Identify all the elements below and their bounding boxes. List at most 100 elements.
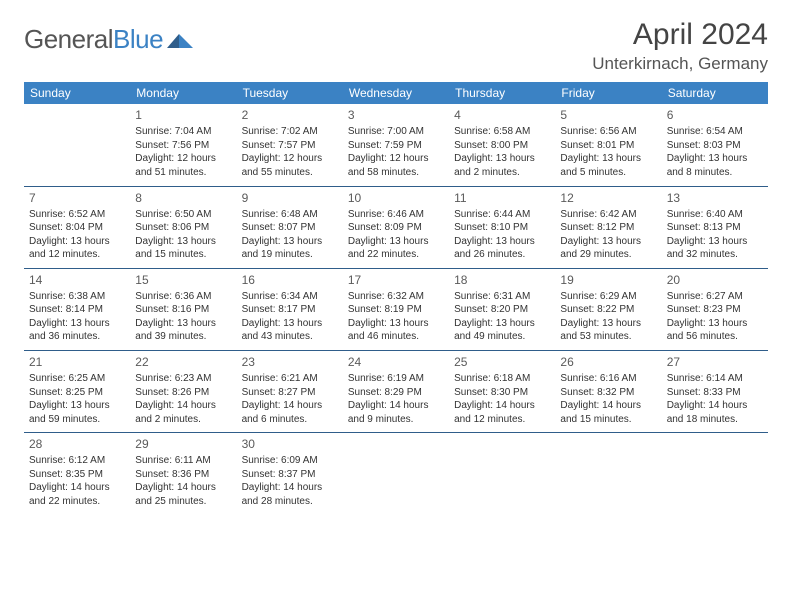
day-number: 1 <box>135 107 231 123</box>
calendar-cell: 8 Sunrise: 6:50 AMSunset: 8:06 PMDaylight… <box>130 186 236 268</box>
day-detail: Sunrise: 6:19 AM <box>348 372 444 386</box>
day-detail: Sunrise: 6:11 AM <box>135 454 231 468</box>
day-detail: Sunrise: 6:36 AM <box>135 290 231 304</box>
day-detail: Daylight: 13 hours <box>454 235 550 249</box>
day-detail: and 15 minutes. <box>135 248 231 262</box>
day-detail: Sunset: 8:23 PM <box>667 303 763 317</box>
day-detail: Sunset: 7:57 PM <box>242 139 338 153</box>
day-detail: Sunrise: 6:12 AM <box>29 454 125 468</box>
calendar-table: Sunday Monday Tuesday Wednesday Thursday… <box>24 82 768 515</box>
day-detail: Sunrise: 6:54 AM <box>667 125 763 139</box>
calendar-cell: 7Sunrise: 6:52 AMSunset: 8:04 PMDaylight… <box>24 186 130 268</box>
day-detail: Sunset: 8:37 PM <box>242 468 338 482</box>
title-block: April 2024 Unterkirnach, Germany <box>592 18 768 74</box>
day-header: Saturday <box>662 82 768 104</box>
day-number: 19 <box>560 272 656 288</box>
day-detail: Sunrise: 6:25 AM <box>29 372 125 386</box>
calendar-cell: 22Sunrise: 6:23 AMSunset: 8:26 PMDayligh… <box>130 350 236 432</box>
day-detail: Sunrise: 6:40 AM <box>667 208 763 222</box>
day-detail: Sunset: 8:27 PM <box>242 386 338 400</box>
day-detail: Sunset: 8:00 PM <box>454 139 550 153</box>
day-number: 28 <box>29 436 125 452</box>
calendar-cell: 2Sunrise: 7:02 AMSunset: 7:57 PMDaylight… <box>237 104 343 186</box>
day-detail: and 39 minutes. <box>135 330 231 344</box>
day-detail: Daylight: 13 hours <box>667 235 763 249</box>
day-detail: Sunset: 8:32 PM <box>560 386 656 400</box>
day-detail: Sunrise: 6:18 AM <box>454 372 550 386</box>
brand-name: GeneralBlue <box>24 24 163 55</box>
day-detail: Sunrise: 6:44 AM <box>454 208 550 222</box>
calendar-cell: 6Sunrise: 6:54 AMSunset: 8:03 PMDaylight… <box>662 104 768 186</box>
day-detail: Daylight: 13 hours <box>29 399 125 413</box>
day-detail: Daylight: 13 hours <box>667 317 763 331</box>
calendar-cell: 1Sunrise: 7:04 AMSunset: 7:56 PMDaylight… <box>130 104 236 186</box>
calendar-cell <box>555 433 661 515</box>
day-detail: Daylight: 14 hours <box>242 481 338 495</box>
day-detail: Daylight: 12 hours <box>242 152 338 166</box>
day-detail: Sunset: 8:17 PM <box>242 303 338 317</box>
day-number: 8 <box>135 190 231 206</box>
day-header: Tuesday <box>237 82 343 104</box>
day-detail: Daylight: 14 hours <box>667 399 763 413</box>
calendar-week-row: 14 Sunrise: 6:38 AMSunset: 8:14 PM Dayligh… <box>24 268 768 350</box>
calendar-cell: 4Sunrise: 6:58 AMSunset: 8:00 PMDaylight… <box>449 104 555 186</box>
day-detail: Sunrise: 6:52 AM <box>29 208 125 222</box>
day-detail: Daylight: 14 hours <box>242 399 338 413</box>
day-detail: and 53 minutes. <box>560 330 656 344</box>
day-detail: Daylight: 12 hours <box>135 152 231 166</box>
calendar-cell: 27Sunrise: 6:14 AMSunset: 8:33 PMDayligh… <box>662 350 768 432</box>
day-detail: Sunset: 8:12 PM <box>560 221 656 235</box>
day-detail: Sunrise: 6:32 AM <box>348 290 444 304</box>
day-detail: Sunrise: 7:04 AM <box>135 125 231 139</box>
day-header: Friday <box>555 82 661 104</box>
day-detail: Daylight: 13 hours <box>242 317 338 331</box>
calendar-week-row: 1Sunrise: 7:04 AMSunset: 7:56 PMDaylight… <box>24 104 768 186</box>
day-detail: Sunset: 8:26 PM <box>135 386 231 400</box>
calendar-cell: 23Sunrise: 6:21 AMSunset: 8:27 PMDayligh… <box>237 350 343 432</box>
day-detail: Sunset: 8:06 PM <box>135 221 231 235</box>
day-detail: Sunrise: 6:14 AM <box>667 372 763 386</box>
day-number: 21 <box>29 354 125 370</box>
day-detail: Sunrise: 6:50 AM <box>135 208 231 222</box>
day-number: 27 <box>667 354 763 370</box>
day-detail: and 56 minutes. <box>667 330 763 344</box>
day-detail: Sunrise: 6:38 AM <box>29 290 125 304</box>
day-detail: and 8 minutes. <box>667 166 763 180</box>
day-number: 23 <box>242 354 338 370</box>
day-detail: and 26 minutes. <box>454 248 550 262</box>
day-number: 13 <box>667 190 763 206</box>
day-detail: Sunset: 8:03 PM <box>667 139 763 153</box>
calendar-cell: 21Sunrise: 6:25 AMSunset: 8:25 PMDayligh… <box>24 350 130 432</box>
calendar-cell: 15Sunrise: 6:36 AMSunset: 8:16 PMDayligh… <box>130 268 236 350</box>
day-detail: Sunset: 8:16 PM <box>135 303 231 317</box>
day-number: 5 <box>560 107 656 123</box>
day-detail: and 55 minutes. <box>242 166 338 180</box>
day-number: 2 <box>242 107 338 123</box>
day-detail: and 59 minutes. <box>29 413 125 427</box>
day-number: 3 <box>348 107 444 123</box>
day-number: 12 <box>560 190 656 206</box>
calendar-cell: 17Sunrise: 6:32 AMSunset: 8:19 PMDayligh… <box>343 268 449 350</box>
month-title: April 2024 <box>592 18 768 52</box>
day-number: 14 <box>29 272 125 288</box>
day-detail: and 36 minutes. <box>29 330 125 344</box>
day-detail: Sunrise: 6:09 AM <box>242 454 338 468</box>
calendar-cell: 3Sunrise: 7:00 AMSunset: 7:59 PMDaylight… <box>343 104 449 186</box>
day-detail: Sunrise: 6:31 AM <box>454 290 550 304</box>
day-detail: Sunset: 8:19 PM <box>348 303 444 317</box>
day-detail: Daylight: 13 hours <box>135 235 231 249</box>
day-number: 4 <box>454 107 550 123</box>
day-number: 6 <box>667 107 763 123</box>
day-detail: and 49 minutes. <box>454 330 550 344</box>
calendar-cell <box>24 104 130 186</box>
calendar-cell: 14Sunrise: 6:38 AMSunset: 8:14 PMDayligh… <box>24 268 130 350</box>
page-header: GeneralBlue April 2024 Unterkirnach, Ger… <box>24 18 768 74</box>
calendar-week-row: 28Sunrise: 6:12 AMSunset: 8:35 PMDayligh… <box>24 433 768 515</box>
day-detail: Daylight: 14 hours <box>454 399 550 413</box>
day-detail: Sunset: 8:14 PM <box>29 303 125 317</box>
day-number: 29 <box>135 436 231 452</box>
day-number: 22 <box>135 354 231 370</box>
day-detail: Sunset: 8:10 PM <box>454 221 550 235</box>
calendar-week-row: 7Sunrise: 6:52 AMSunset: 8:04 PMDaylight… <box>24 186 768 268</box>
calendar-week-row: 21Sunrise: 6:25 AMSunset: 8:25 PMDayligh… <box>24 350 768 432</box>
